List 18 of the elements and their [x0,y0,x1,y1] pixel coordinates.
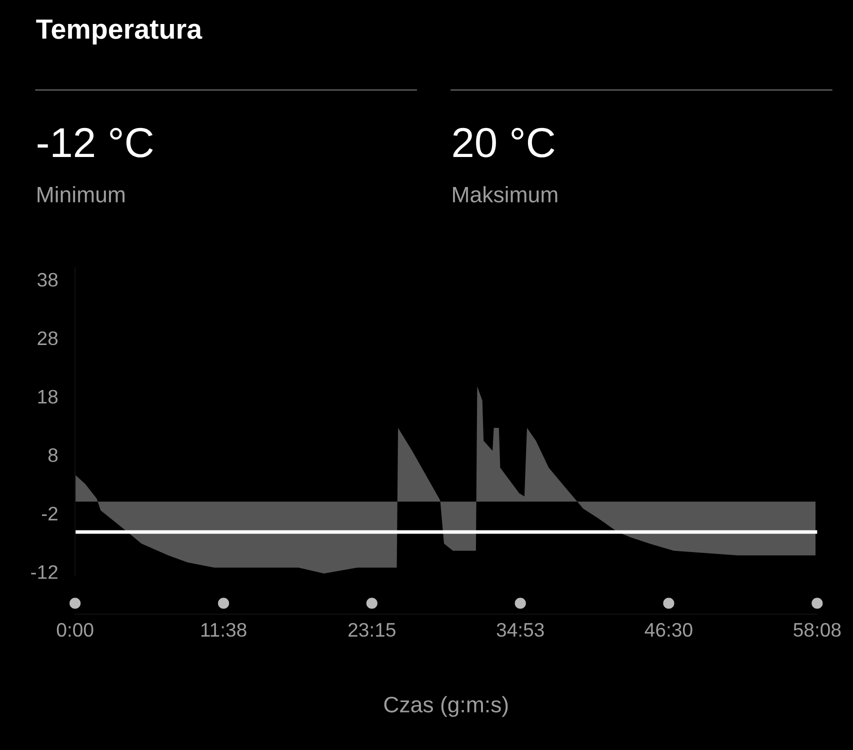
x-tick-label: 11:38 [201,622,246,637]
x-tick-label: 23:15 [348,622,396,637]
x-tick-label: 58:08 [794,622,841,637]
y-tick-label: 38 [38,272,58,287]
y-tick-label: -12 [31,565,58,579]
chart-title: Temperatura [36,20,202,44]
y-tick-label: 18 [38,390,58,404]
x-tick-label: 46:30 [644,622,692,637]
text: Maksimum [453,186,558,202]
x-tick-label: 34:53 [496,622,544,637]
y-tick-label: 28 [38,331,58,346]
text: -12 °C [38,128,153,158]
text: 20 °C [453,128,554,158]
y-tick-label: 8 [48,448,58,462]
text: Minimum [38,186,124,202]
x-tick-label: 0:00 [56,622,94,637]
x-axis-title: Czas (g:m:s) [384,696,508,717]
y-tick-label: -2 [42,506,58,520]
